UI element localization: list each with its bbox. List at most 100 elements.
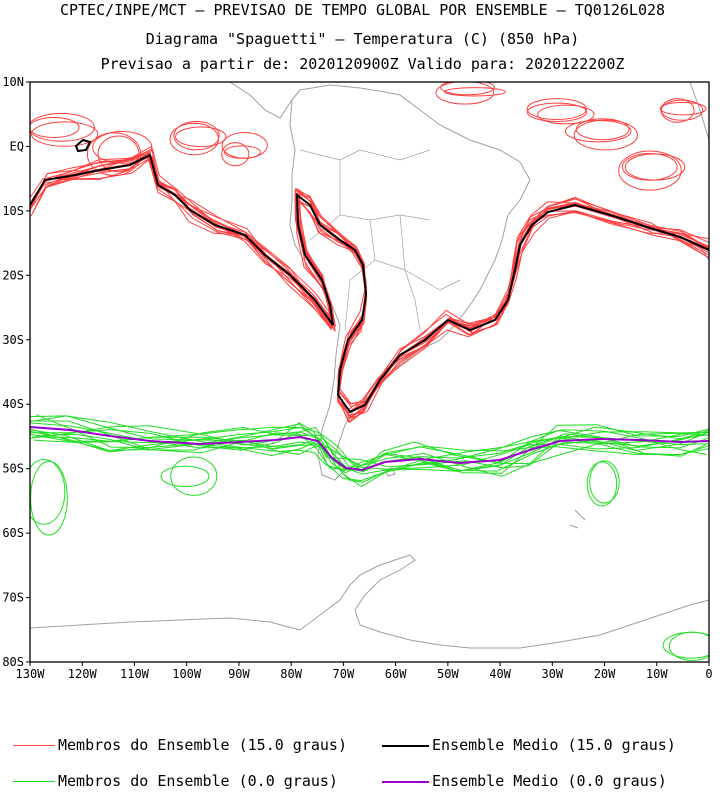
member-15-contour — [526, 102, 588, 122]
member-15-contour — [173, 120, 220, 151]
member-0-contour — [30, 460, 68, 536]
lat-tick-label: 10S — [2, 204, 24, 218]
legend-label-members-15: Membros do Ensemble (15.0 graus) — [58, 736, 347, 754]
south-georgia — [569, 509, 586, 529]
member-15-contour — [443, 87, 506, 97]
lon-tick-label: 80W — [280, 667, 302, 681]
lat-tick-label: 20S — [2, 268, 24, 282]
member-15-contour — [573, 119, 638, 151]
title-line-2: Diagrama "Spaguetti" – Temperatura (C) (… — [145, 30, 580, 48]
member-15-contour — [660, 98, 695, 123]
member-15-curve — [30, 156, 709, 408]
member-15-contour — [92, 130, 153, 164]
member-15-contour — [30, 112, 95, 142]
lon-tick-label: 70W — [333, 667, 355, 681]
legend-swatch-mean-0 — [382, 781, 429, 783]
title-line-1: CPTEC/INPE/MCT – PREVISAO DE TEMPO GLOBA… — [59, 1, 666, 19]
member-0-curve — [30, 429, 709, 470]
member-15-curve — [30, 156, 709, 405]
lat-tick-label: EQ — [10, 139, 24, 153]
lon-tick-label: 0 — [705, 667, 712, 681]
member-15-contour — [30, 116, 80, 138]
member-0-contour — [30, 459, 66, 525]
member-0-curve — [30, 424, 709, 488]
member-15-curve — [30, 150, 709, 420]
lon-tick-label: 10W — [646, 667, 668, 681]
lon-tick-label: 30W — [541, 667, 563, 681]
antarctica-coast-west — [30, 617, 301, 631]
member-15-contour — [97, 135, 140, 173]
member-15-contour — [621, 153, 678, 181]
member-15-contour — [624, 153, 686, 181]
ensemble-mean-15-line — [30, 153, 709, 414]
member-0-curve — [30, 422, 709, 469]
member-15-curve — [31, 150, 709, 410]
member-15-curve — [32, 153, 709, 423]
member-0-contour — [589, 460, 620, 504]
member-15-contour — [526, 98, 587, 121]
member-0-contour — [586, 461, 618, 507]
lon-tick-label: 120W — [68, 667, 98, 681]
member-15-curve — [30, 155, 709, 413]
legend-label-members-0: Membros do Ensemble (0.0 graus) — [58, 772, 338, 790]
member-15-curve — [32, 156, 709, 414]
member-15-contour — [175, 126, 227, 148]
central-america-coast — [229, 82, 301, 119]
lon-tick-label: 60W — [385, 667, 407, 681]
legend-swatch-mean-15 — [382, 745, 429, 747]
south-america-coast — [289, 84, 531, 481]
member-15-contour — [30, 121, 99, 147]
member-15-curve — [30, 156, 709, 423]
member-15-curve — [32, 153, 709, 416]
member-15-contour — [537, 104, 595, 125]
member-15-curve — [30, 145, 709, 404]
member-0-contour — [170, 456, 218, 496]
member-0-curve — [36, 431, 706, 473]
antarctica-coast — [299, 554, 709, 649]
member-15-contour — [435, 82, 495, 105]
member-15-curve — [32, 152, 709, 417]
member-15-contour — [659, 101, 707, 116]
longitude-axis: 130W 120W 110W 100W 90W 80W 70W 60W 50W 40W 30W 20W… — [16, 662, 713, 681]
latitude-axis: 10N EQ 10S 20S 30S 40S 50S 60S 70S 80S — [2, 75, 30, 669]
ensemble-mean-0-line — [30, 426, 709, 472]
ensemble-mean-15-loop — [74, 138, 92, 153]
lon-tick-label: 20W — [594, 667, 616, 681]
legend-label-mean-15: Ensemble Medio (15.0 graus) — [432, 736, 676, 754]
legend-swatch-members-0 — [13, 781, 55, 782]
lon-tick-label: 130W — [16, 667, 46, 681]
lon-tick-label: 110W — [120, 667, 150, 681]
member-15-contour — [86, 132, 142, 177]
lat-tick-label: 30S — [2, 333, 24, 347]
lat-tick-label: 10N — [2, 75, 24, 89]
lon-tick-label: 40W — [489, 667, 511, 681]
country-borders — [299, 149, 461, 331]
lat-tick-label: 50S — [2, 462, 24, 476]
member-0-contour — [160, 465, 210, 488]
map-frame — [29, 81, 710, 663]
legend-swatch-members-15 — [13, 745, 55, 746]
lon-tick-label: 100W — [172, 667, 202, 681]
member-15-contour — [618, 150, 682, 191]
title-line-3: Previsao a partir de: 2020120900Z Valido… — [100, 55, 625, 73]
legend-label-mean-0: Ensemble Medio (0.0 graus) — [432, 772, 667, 790]
members-0-curves — [30, 414, 709, 661]
lon-tick-label: 50W — [437, 667, 459, 681]
member-0-contour — [662, 631, 709, 659]
member-0-curve — [33, 426, 707, 483]
member-15-curve — [30, 147, 709, 418]
lat-tick-label: 60S — [2, 526, 24, 540]
member-15-curve — [30, 152, 709, 412]
member-15-curve — [30, 155, 709, 419]
member-0-contour — [668, 631, 709, 661]
lat-tick-label: 40S — [2, 397, 24, 411]
member-0-curve — [30, 420, 709, 472]
lon-tick-label: 90W — [228, 667, 250, 681]
member-0-curve — [30, 429, 709, 474]
member-15-contour — [221, 131, 268, 159]
lat-tick-label: 70S — [2, 591, 24, 605]
members-15-curves — [30, 82, 709, 423]
member-15-contour — [440, 82, 495, 96]
lat-tick-label: 80S — [2, 655, 24, 669]
